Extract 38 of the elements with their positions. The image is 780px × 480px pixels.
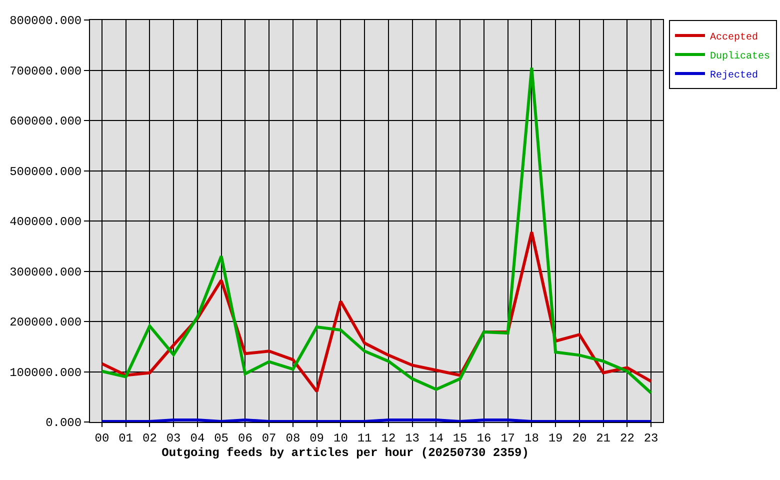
x-tick-label: 09 <box>310 431 324 446</box>
x-tick-label: 01 <box>118 431 134 446</box>
legend-label: Rejected <box>710 69 758 82</box>
x-tick-label: 00 <box>94 431 110 446</box>
x-tick-label: 15 <box>452 431 468 446</box>
x-tick-label: 12 <box>381 431 396 446</box>
x-tick-label: 02 <box>142 431 157 446</box>
y-tick-label: 700000.000 <box>10 64 82 78</box>
x-tick-label: 20 <box>572 431 587 446</box>
y-tick-label: 200000.000 <box>10 316 82 330</box>
x-tick-label: 17 <box>500 431 516 446</box>
x-tick-label: 11 <box>357 431 372 446</box>
text: Outgoing feeds by articles per hour (20250730 2359) <box>162 446 529 460</box>
y-tick-label: 800000.000 <box>10 14 82 28</box>
y-tick-label: 500000.000 <box>10 164 82 179</box>
x-tick-label: 10 <box>333 431 348 446</box>
x-tick-label: 14 <box>428 431 444 446</box>
x-tick-label: 22 <box>620 431 634 446</box>
x-tick-label: 16 <box>476 431 492 446</box>
x-tick-label: 21 <box>596 431 611 446</box>
x-tick-label: 06 <box>238 431 252 446</box>
x-tick-label: 18 <box>524 431 539 446</box>
x-tick-label: 19 <box>548 431 563 446</box>
x-tick-label: 03 <box>166 431 181 446</box>
x-tick-label: 05 <box>214 431 229 446</box>
x-tick-label: 07 <box>262 431 276 446</box>
x-tick-label: 23 <box>644 431 658 446</box>
y-tick-label: 0.000 <box>46 416 82 430</box>
y-tick-label: 300000.000 <box>10 265 82 280</box>
x-tick-label: 13 <box>405 431 420 446</box>
x-tick-label: 08 <box>286 431 300 446</box>
legend-label: Duplicates <box>710 50 770 62</box>
y-tick-label: 400000.000 <box>10 215 82 230</box>
x-tick-label: 04 <box>190 431 205 446</box>
legend-label: Accepted <box>710 31 758 44</box>
line-series <box>100 66 653 394</box>
y-tick-label: 100000.000 <box>10 366 82 380</box>
y-tick-label: 600000.000 <box>10 114 82 129</box>
